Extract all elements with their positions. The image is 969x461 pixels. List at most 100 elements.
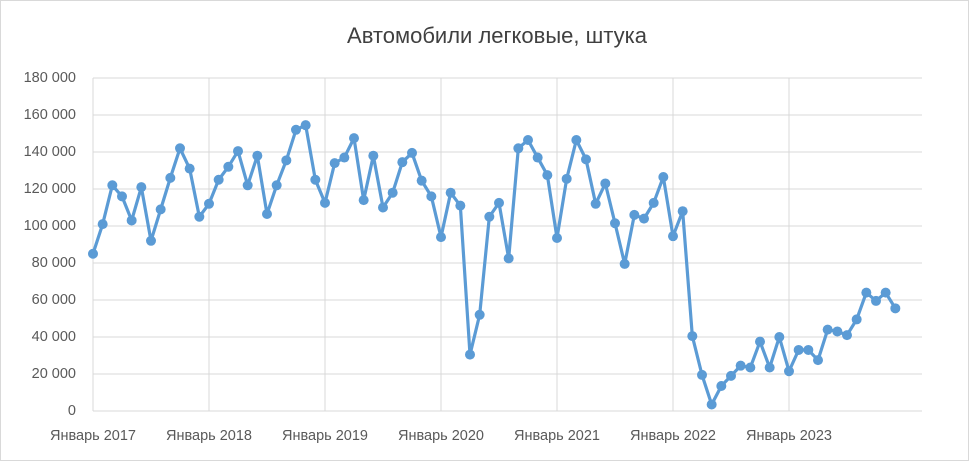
- data-point: [155, 204, 166, 215]
- data-point: [136, 182, 147, 193]
- data-point: [407, 147, 417, 158]
- data-point: [88, 248, 98, 259]
- data-point: [474, 309, 485, 320]
- data-point: [552, 233, 562, 244]
- data-point: [242, 180, 253, 191]
- data-point: [165, 172, 176, 183]
- data-point: [213, 174, 224, 185]
- data-point: [233, 146, 243, 157]
- y-tick-label: 20 000: [32, 366, 76, 382]
- data-point: [784, 366, 794, 377]
- data-point: [262, 208, 272, 219]
- data-point: [368, 150, 379, 161]
- y-tick-label: 160 000: [24, 107, 76, 123]
- data-point: [117, 191, 127, 202]
- data-point: [648, 197, 659, 208]
- data-point: [300, 120, 311, 131]
- data-point: [755, 336, 765, 347]
- y-tick-label: 100 000: [24, 218, 76, 234]
- data-point: [832, 326, 843, 337]
- data-point: [774, 332, 785, 342]
- data-point: [658, 171, 669, 182]
- data-point: [842, 330, 852, 341]
- data-point: [349, 133, 359, 144]
- data-point: [397, 157, 408, 168]
- y-tick-label: 180 000: [24, 70, 76, 86]
- data-point: [358, 195, 369, 206]
- data-point: [445, 187, 456, 198]
- data-point: [291, 124, 301, 135]
- chart-title: Автомобили легковые, штука: [347, 23, 648, 48]
- data-point: [716, 381, 727, 392]
- y-tick-label: 120 000: [24, 181, 76, 197]
- data-point: [126, 215, 137, 226]
- data-point: [726, 370, 736, 381]
- y-tick-label: 80 000: [32, 255, 76, 271]
- data-point: [523, 134, 533, 145]
- data-point: [329, 158, 340, 169]
- data-point: [610, 218, 620, 229]
- data-point: [861, 287, 872, 298]
- x-tick-label: Январь 2019: [282, 428, 368, 444]
- data-point: [581, 154, 591, 165]
- data-point: [387, 187, 398, 198]
- data-point: [697, 369, 707, 380]
- y-tick-label: 0: [68, 403, 76, 419]
- data-point: [175, 143, 185, 154]
- data-point: [629, 209, 640, 220]
- x-tick-label: Январь 2021: [514, 428, 600, 444]
- data-point: [416, 175, 427, 186]
- data-point: [339, 152, 350, 163]
- x-tick-label: Январь 2018: [166, 428, 252, 444]
- data-point: [503, 253, 514, 264]
- data-point: [97, 219, 108, 230]
- data-point: [813, 355, 823, 366]
- data-point: [107, 180, 118, 191]
- data-point: [465, 349, 475, 360]
- data-point: [590, 198, 601, 209]
- data-point: [822, 324, 833, 335]
- data-point: [871, 295, 881, 306]
- data-point: [793, 344, 804, 355]
- data-point: [561, 173, 572, 184]
- y-tick-label: 60 000: [32, 292, 76, 308]
- x-tick-label: Январь 2017: [50, 428, 136, 444]
- data-point: [851, 314, 862, 325]
- y-tick-label: 140 000: [24, 144, 76, 160]
- data-point: [436, 232, 446, 243]
- data-point: [600, 178, 611, 189]
- data-point: [455, 200, 466, 211]
- data-point: [494, 197, 504, 208]
- data-point: [204, 198, 214, 209]
- data-point: [639, 213, 649, 224]
- data-point: [271, 180, 282, 191]
- data-point: [619, 258, 630, 269]
- data-point: [764, 362, 775, 373]
- data-point: [735, 360, 746, 371]
- x-tick-label: Январь 2023: [746, 428, 832, 444]
- data-point: [252, 150, 263, 161]
- y-tick-label: 40 000: [32, 329, 76, 345]
- data-point: [880, 287, 891, 298]
- x-tick-label: Январь 2022: [630, 428, 716, 444]
- data-point: [532, 152, 543, 163]
- data-point: [378, 202, 388, 213]
- data-point: [320, 197, 330, 208]
- data-point: [890, 303, 901, 314]
- data-point: [706, 399, 717, 410]
- data-point: [677, 206, 688, 217]
- data-point: [223, 161, 234, 172]
- data-point: [687, 331, 698, 342]
- data-point: [194, 211, 205, 222]
- x-tick-label: Январь 2020: [398, 428, 484, 444]
- data-point: [184, 163, 195, 174]
- data-point: [513, 143, 524, 154]
- data-point: [542, 170, 553, 181]
- data-point: [146, 235, 156, 246]
- data-point: [571, 134, 582, 145]
- data-point: [426, 191, 437, 202]
- data-point: [310, 174, 321, 185]
- data-point: [484, 211, 495, 222]
